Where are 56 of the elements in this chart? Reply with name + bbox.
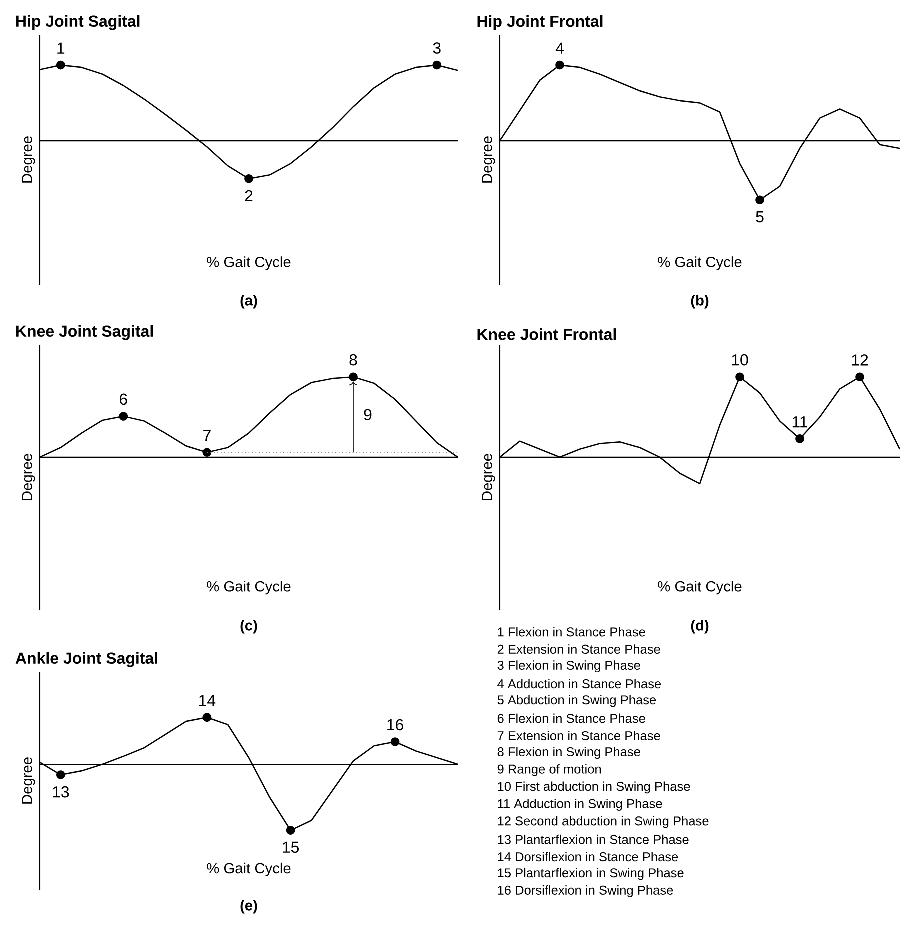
y-axis-title: Degree — [482, 454, 496, 500]
text: 10 First abduction in Swing Phase — [498, 782, 690, 794]
annotation: 9 — [364, 409, 372, 421]
chart-title: Knee Joint Frontal — [478, 328, 616, 340]
y-axis-title: Degree — [22, 758, 36, 804]
text: 15 Plantarflexion in Swing Phase — [498, 868, 684, 880]
text: 3 Flexion in Swing Phase — [498, 660, 640, 673]
chart-title: Hip Joint Frontal — [478, 15, 603, 30]
annotation: 5 — [756, 212, 764, 223]
annotation: 8 — [350, 354, 358, 366]
annotation: 16 — [388, 719, 404, 731]
text: 7 Extension in Stance Phase — [498, 731, 660, 740]
point — [390, 738, 400, 746]
x-axis-title: % Gait Cycle — [207, 256, 291, 270]
point — [56, 770, 66, 780]
text: 12 Second abduction in Swing Phase — [498, 816, 709, 828]
annotation: 11 — [792, 416, 808, 428]
annotation: 6 — [120, 394, 128, 406]
x-axis-title: % Gait Cycle — [207, 581, 291, 595]
annotation: 13 — [53, 786, 70, 798]
chart-title: Knee Joint Sagital — [16, 325, 153, 340]
text: 2 Extension in Stance Phase — [498, 644, 660, 654]
annotation: 7 — [204, 430, 211, 442]
text: 8 Flexion in Swing Phase — [498, 747, 640, 760]
annotation: 10 — [732, 354, 748, 366]
text: (d) — [691, 620, 709, 634]
text: (c) — [240, 620, 258, 634]
point — [286, 826, 296, 835]
text: 13 Plantarflexion in Stance Phase — [498, 834, 689, 844]
chart-title: Hip Joint Sagital — [16, 15, 140, 30]
text: 9 Range of motion — [498, 764, 602, 776]
text: (b) — [691, 295, 709, 309]
annotation: 15 — [283, 842, 300, 854]
x-axis-title: % Gait Cycle — [658, 256, 742, 270]
text: 1 Flexion in Stance Phase — [498, 627, 646, 637]
annotation: 1 — [58, 42, 65, 54]
text: (e) — [240, 900, 258, 914]
text: 4 Adduction in Stance Phase — [498, 679, 662, 689]
chart-title: Ankle Joint Sagital — [16, 652, 158, 668]
y-axis-title: Degree — [22, 454, 36, 500]
annotation: 3 — [433, 42, 441, 54]
y-axis-title: Degree — [482, 136, 496, 183]
annotation: 12 — [852, 354, 868, 366]
text: 5 Abduction in Swing Phase — [498, 695, 656, 708]
annotation: 4 — [556, 42, 564, 54]
y-axis-title: Degree — [22, 136, 36, 183]
text: 14 Dorsiflexion in Stance Phase — [498, 852, 678, 862]
text: (a) — [240, 295, 258, 309]
text: 6 Flexion in Stance Phase — [498, 714, 646, 724]
text: 16 Dorsiflexion in Swing Phase — [498, 886, 674, 898]
annotation: 14 — [200, 695, 216, 706]
x-axis-title: % Gait Cycle — [207, 862, 291, 877]
point — [202, 713, 212, 722]
x-axis-title: % Gait Cycle — [658, 581, 742, 595]
annotation: 2 — [245, 190, 253, 202]
text: 11 Adduction in Swing Phase — [498, 799, 662, 811]
